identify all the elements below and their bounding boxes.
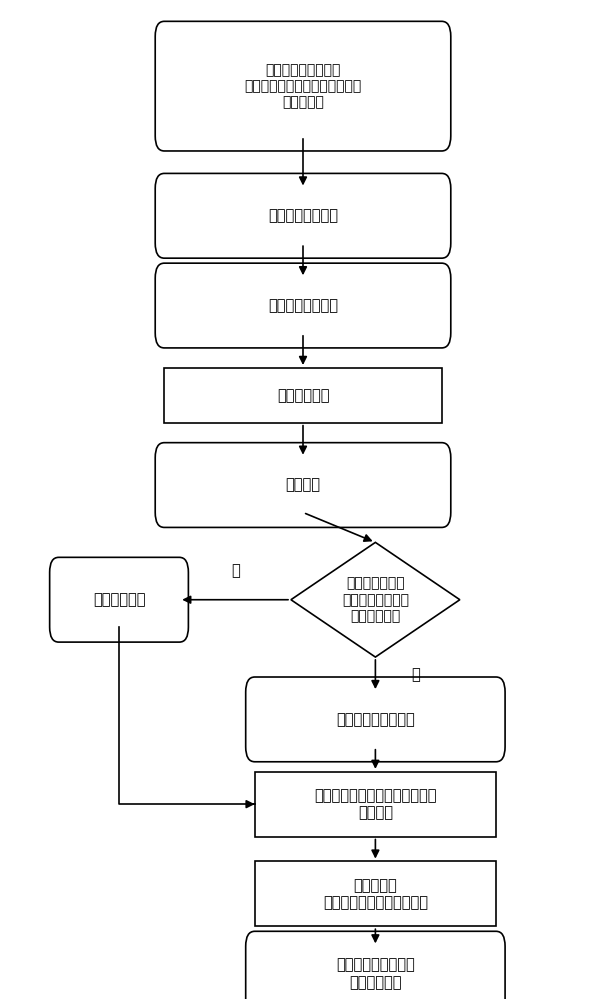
- Text: 含有肌电伪迹的少数
通道脑电信号，添加两个通道的
高斯白噪声: 含有肌电伪迹的少数 通道脑电信号，添加两个通道的 高斯白噪声: [244, 63, 362, 109]
- FancyBboxPatch shape: [155, 21, 451, 151]
- Bar: [255, 772, 496, 837]
- Text: 置零肌电独立分量，独立向量分
析逆变换: 置零肌电独立分量，独立向量分 析逆变换: [314, 788, 437, 820]
- FancyBboxPatch shape: [155, 263, 451, 348]
- FancyBboxPatch shape: [155, 443, 451, 527]
- Text: 多元经验模态分解: 多元经验模态分解: [268, 208, 338, 223]
- Text: 肌电独立分量: 肌电独立分量: [93, 592, 145, 607]
- Text: 去除肌电伪迹的少数
通道脑电信号: 去除肌电伪迹的少数 通道脑电信号: [336, 957, 415, 990]
- FancyBboxPatch shape: [50, 557, 188, 642]
- Text: 独立向量分析: 独立向量分析: [277, 388, 329, 403]
- FancyBboxPatch shape: [155, 173, 451, 258]
- Bar: [164, 368, 442, 423]
- Polygon shape: [291, 542, 460, 657]
- Text: 否: 否: [411, 667, 421, 682]
- FancyBboxPatch shape: [245, 677, 505, 762]
- Text: 独立分量: 独立分量: [285, 478, 321, 493]
- Text: 是: 是: [231, 563, 239, 578]
- Text: 本征模态分量矩阵: 本征模态分量矩阵: [268, 298, 338, 313]
- Text: 将每个通道
去噪后的本征模态分量相加: 将每个通道 去噪后的本征模态分量相加: [323, 878, 428, 910]
- Text: 计算独立分量的
自相关系数，判断
是否低于阈值: 计算独立分量的 自相关系数，判断 是否低于阈值: [342, 577, 409, 623]
- Bar: [255, 861, 496, 926]
- Text: 干净的脑电独立分量: 干净的脑电独立分量: [336, 712, 415, 727]
- FancyBboxPatch shape: [245, 931, 505, 1000]
